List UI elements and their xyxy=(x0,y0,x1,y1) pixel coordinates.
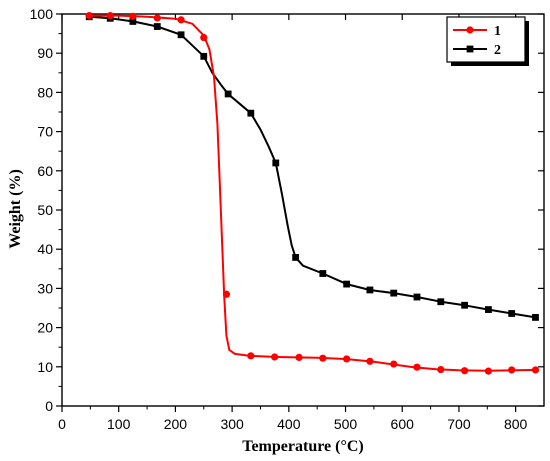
y-tick-label: 0 xyxy=(45,398,53,414)
series-1-point xyxy=(461,367,469,375)
y-tick-label: 50 xyxy=(37,202,53,218)
legend-label-2: 2 xyxy=(494,43,501,58)
series-1-point xyxy=(200,33,208,42)
series-2-point xyxy=(200,52,208,60)
series-2-point xyxy=(366,286,374,294)
y-tick-label: 60 xyxy=(37,163,53,179)
y-tick-label: 100 xyxy=(30,6,54,22)
series-1-point xyxy=(177,16,185,24)
x-tick-label: 100 xyxy=(107,416,131,432)
x-tick-label: 400 xyxy=(277,416,301,432)
y-tick-label: 10 xyxy=(37,359,53,375)
series-1-line xyxy=(89,14,539,372)
plot-frame xyxy=(61,13,545,407)
series-1-point xyxy=(390,360,398,368)
series-2-point xyxy=(461,301,469,309)
series-2-point xyxy=(532,314,539,321)
series-2-point xyxy=(343,280,351,288)
x-tick-label: 800 xyxy=(504,416,528,432)
series-1-point xyxy=(366,357,374,365)
series-2-point xyxy=(177,31,185,39)
series-1-point xyxy=(437,365,445,374)
series-2-point xyxy=(272,159,280,167)
y-tick-label: 30 xyxy=(37,280,53,296)
series-2-point xyxy=(129,18,137,25)
series-1-point xyxy=(106,11,114,20)
series-2-point xyxy=(292,254,300,261)
legend-label-1: 1 xyxy=(494,24,501,39)
x-tick-label: 700 xyxy=(447,416,471,432)
series-2-point xyxy=(319,270,327,277)
series-2-point xyxy=(413,293,421,301)
series-1-point xyxy=(343,355,351,363)
legend-marker-1 xyxy=(466,26,474,34)
x-tick-label: 0 xyxy=(58,416,66,432)
y-tick-label: 80 xyxy=(37,84,53,100)
series-1-point xyxy=(531,366,540,374)
x-axis-title: Temperature (°C) xyxy=(242,438,363,455)
x-tick-label: 300 xyxy=(220,416,244,432)
series-1-point xyxy=(129,12,137,20)
series-1-point xyxy=(247,352,255,360)
x-tick-label: 600 xyxy=(391,416,415,432)
series-2-point xyxy=(437,298,445,306)
series-1-point xyxy=(413,363,421,371)
x-tick-label: 200 xyxy=(164,416,188,432)
y-tick-label: 20 xyxy=(37,320,53,336)
series-2-point xyxy=(224,90,232,98)
y-tick-label: 70 xyxy=(37,124,53,140)
series-2-point xyxy=(508,310,516,317)
series-1-point xyxy=(295,353,303,361)
legend-box xyxy=(446,16,526,63)
series-2-point xyxy=(247,109,255,117)
series-1-point xyxy=(222,290,231,298)
series-1-point xyxy=(508,366,516,374)
y-tick-label: 40 xyxy=(37,241,53,257)
y-axis-title: Weight (%) xyxy=(7,169,24,249)
series-2-point xyxy=(390,289,398,297)
x-tick-label: 500 xyxy=(334,416,358,432)
series-2-line xyxy=(89,15,539,319)
series-1-point xyxy=(85,11,93,20)
y-tick-label: 90 xyxy=(37,45,53,61)
series-1-point xyxy=(484,367,493,375)
legend-marker-2 xyxy=(466,45,474,53)
series-1-point xyxy=(271,353,279,361)
series-2-point xyxy=(153,23,161,30)
series-1-point xyxy=(153,14,161,22)
series-1-point xyxy=(319,354,327,362)
series-2-point xyxy=(485,306,492,313)
